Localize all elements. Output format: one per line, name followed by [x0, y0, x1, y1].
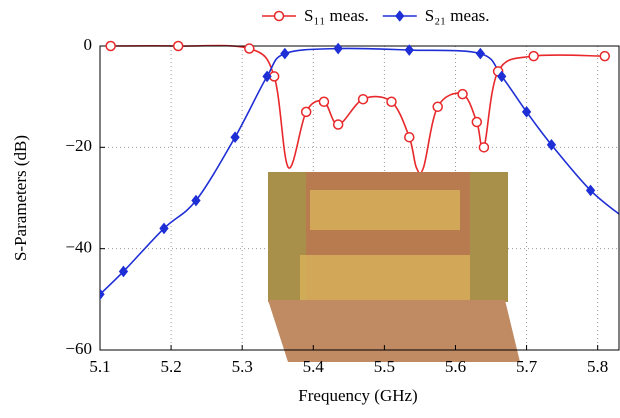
marker: [318, 96, 330, 107]
marker: [386, 96, 397, 107]
marker: [395, 10, 405, 22]
x-tick-label: 5.6: [445, 357, 466, 376]
marker: [521, 106, 532, 118]
x-axis-label: Frequency (GHz): [298, 386, 417, 405]
x-tick-label: 5.8: [587, 357, 608, 376]
marker: [244, 43, 255, 54]
marker: [333, 42, 343, 55]
marker: [475, 47, 486, 60]
x-tick-label: 5.7: [516, 357, 538, 376]
plot-frame: [99, 45, 620, 351]
marker: [497, 70, 507, 83]
marker: [471, 116, 483, 128]
marker: [172, 40, 184, 52]
marker: [280, 47, 290, 60]
marker: [599, 50, 611, 62]
marker: [478, 142, 490, 153]
inset-photo: [268, 172, 520, 362]
marker: [546, 138, 557, 151]
x-tick-label: 5.5: [374, 357, 395, 376]
series-line: [110, 44, 605, 175]
x-tick-label: 5.1: [89, 357, 110, 376]
marker: [300, 106, 312, 118]
marker: [585, 184, 596, 197]
marker: [432, 101, 443, 113]
marker: [100, 288, 105, 301]
marker: [191, 194, 201, 207]
x-tick-label: 5.4: [303, 357, 325, 376]
marker: [262, 70, 272, 83]
marker: [273, 10, 285, 22]
marker: [404, 44, 414, 56]
y-tick-label: −40: [65, 238, 92, 257]
y-tick-label: 0: [84, 35, 93, 54]
marker: [332, 119, 344, 130]
legend-label: S₁₁ meas.: [304, 6, 369, 25]
x-tick-label: 5.2: [160, 357, 181, 376]
legend-label: S₂₁ meas.: [425, 6, 490, 25]
marker: [357, 93, 369, 105]
marker: [528, 50, 539, 62]
marker: [105, 40, 116, 52]
marker: [230, 131, 240, 144]
marker: [404, 131, 415, 143]
marker: [159, 222, 169, 235]
marker: [118, 265, 129, 278]
y-tick-label: −20: [65, 136, 92, 155]
y-tick-label: −60: [65, 339, 92, 358]
marker: [457, 88, 468, 100]
x-tick-label: 5.3: [232, 357, 253, 376]
y-axis-label: S-Parameters (dB): [11, 135, 30, 261]
